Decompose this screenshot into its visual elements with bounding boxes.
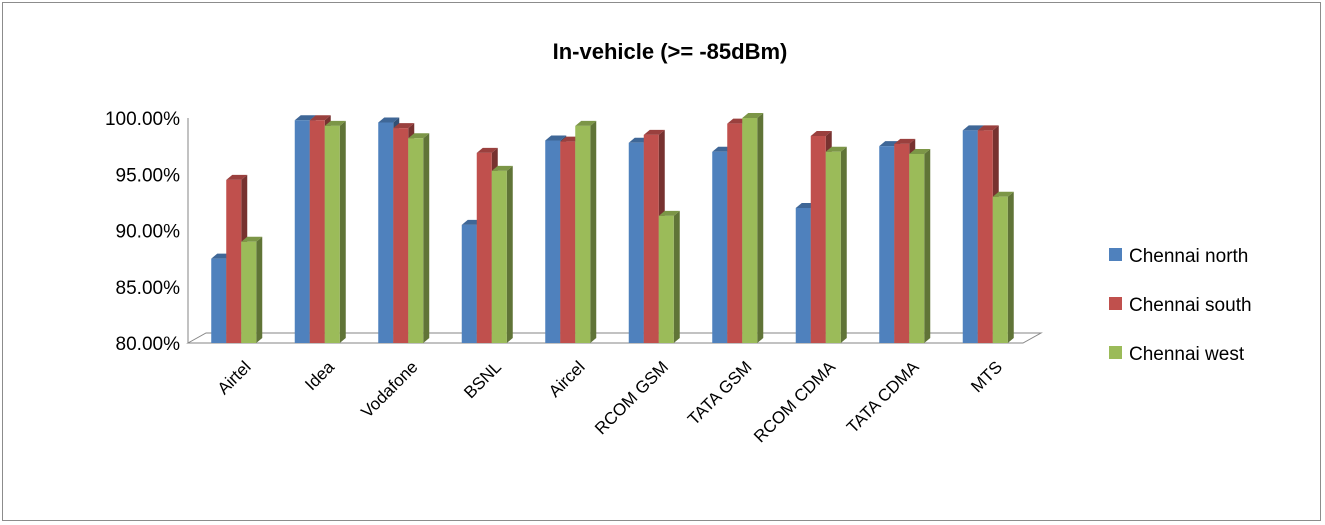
bar-top bbox=[742, 113, 764, 118]
bar-top bbox=[825, 146, 847, 152]
bar-front bbox=[560, 141, 576, 343]
y-tick-label: 90.00% bbox=[116, 222, 181, 243]
bar-front bbox=[241, 241, 257, 343]
bar-front bbox=[408, 138, 424, 343]
x-tick-label: Vodafone bbox=[357, 357, 421, 421]
y-tick-label: 100.00% bbox=[105, 109, 180, 130]
bar-front bbox=[992, 196, 1008, 343]
legend-swatch bbox=[1109, 297, 1122, 310]
bar-front bbox=[658, 215, 674, 343]
bar-top bbox=[909, 149, 931, 154]
y-tick-label: 85.00% bbox=[116, 278, 181, 299]
bar-top bbox=[545, 135, 567, 141]
legend-label: Chennai north bbox=[1129, 246, 1248, 267]
bar bbox=[909, 149, 931, 343]
x-tick-label: BSNL bbox=[460, 357, 505, 402]
bar-side bbox=[673, 210, 680, 343]
bar-front bbox=[461, 224, 477, 343]
bar-side bbox=[506, 165, 513, 343]
bar-front bbox=[909, 154, 925, 343]
bar-front bbox=[324, 125, 340, 343]
chart-title: In-vehicle (>= -85dBm) bbox=[553, 39, 788, 64]
legend-swatch bbox=[1109, 346, 1122, 359]
x-tick-label: TATA CDMA bbox=[843, 357, 923, 437]
bar-front bbox=[727, 123, 743, 343]
bar-top bbox=[894, 138, 916, 144]
bar-side bbox=[1007, 191, 1014, 343]
bar-front bbox=[962, 130, 978, 343]
bar-side bbox=[590, 120, 597, 343]
bar-front bbox=[491, 170, 507, 343]
bars-layer bbox=[211, 113, 1014, 343]
bar-top bbox=[658, 210, 680, 216]
x-tick-label: RCOM CDMA bbox=[750, 357, 839, 446]
bar-front bbox=[294, 120, 310, 343]
x-tick-label: Idea bbox=[301, 357, 338, 394]
bar bbox=[742, 113, 764, 343]
bar bbox=[408, 133, 430, 343]
bar bbox=[575, 120, 597, 343]
bar bbox=[324, 120, 346, 343]
bar-top bbox=[476, 147, 498, 153]
bar-top bbox=[226, 174, 248, 180]
x-tick-label: MTS bbox=[967, 357, 1006, 396]
bar-front bbox=[643, 134, 659, 343]
bar-front bbox=[476, 152, 492, 343]
bar-front bbox=[712, 151, 728, 343]
bar-front bbox=[575, 125, 591, 343]
bar-front bbox=[393, 128, 409, 343]
bar-top bbox=[241, 236, 263, 242]
bar bbox=[992, 191, 1014, 343]
x-tick-label: RCOM GSM bbox=[591, 357, 672, 438]
x-tick-label: Airtel bbox=[214, 357, 255, 398]
bar-side bbox=[256, 236, 263, 343]
bar bbox=[491, 165, 513, 343]
bar-front bbox=[545, 140, 561, 343]
bar-top bbox=[992, 191, 1014, 197]
legend-label: Chennai west bbox=[1129, 344, 1245, 365]
bar-front bbox=[810, 136, 826, 343]
x-tick-label: Aircel bbox=[545, 357, 588, 400]
bar-front bbox=[879, 146, 895, 343]
bar-front bbox=[894, 143, 910, 343]
bar-front bbox=[309, 120, 325, 343]
bar-front bbox=[795, 208, 811, 343]
legend-swatch bbox=[1109, 248, 1122, 261]
bar-front bbox=[211, 258, 227, 343]
bar-top bbox=[393, 123, 415, 129]
bar bbox=[241, 236, 263, 343]
bar-top bbox=[324, 120, 346, 126]
legend: Chennai north Chennai south Chennai west bbox=[1109, 246, 1252, 365]
bar bbox=[825, 146, 847, 343]
bar-front bbox=[226, 179, 242, 343]
x-tick-label: TATA GSM bbox=[684, 357, 756, 429]
bar-front bbox=[628, 142, 644, 343]
bar-top bbox=[962, 125, 984, 131]
chart-svg: In-vehicle (>= -85dBm) 80.00% 85.00% 90.00… bbox=[105, 39, 1252, 446]
bar-side bbox=[339, 120, 346, 343]
y-tick-label: 95.00% bbox=[116, 165, 181, 186]
bar-top bbox=[408, 133, 430, 139]
bar-front bbox=[977, 130, 993, 343]
legend-label: Chennai south bbox=[1129, 295, 1252, 316]
bar-side bbox=[924, 149, 931, 343]
bar-front bbox=[825, 151, 841, 343]
bar-front bbox=[742, 118, 758, 343]
bar-top bbox=[378, 117, 400, 123]
bar-side bbox=[757, 113, 764, 343]
bar-front bbox=[378, 122, 394, 343]
bar-side bbox=[840, 146, 847, 343]
bar-top bbox=[294, 115, 316, 121]
bar-top bbox=[575, 120, 597, 126]
bar-top bbox=[977, 125, 999, 131]
bar-top bbox=[810, 131, 832, 136]
bar-top bbox=[309, 115, 331, 121]
bar-top bbox=[643, 129, 665, 135]
bar-side bbox=[423, 133, 430, 343]
y-tick-label: 80.00% bbox=[116, 334, 181, 355]
bar-top bbox=[491, 165, 513, 171]
bar bbox=[658, 210, 680, 343]
